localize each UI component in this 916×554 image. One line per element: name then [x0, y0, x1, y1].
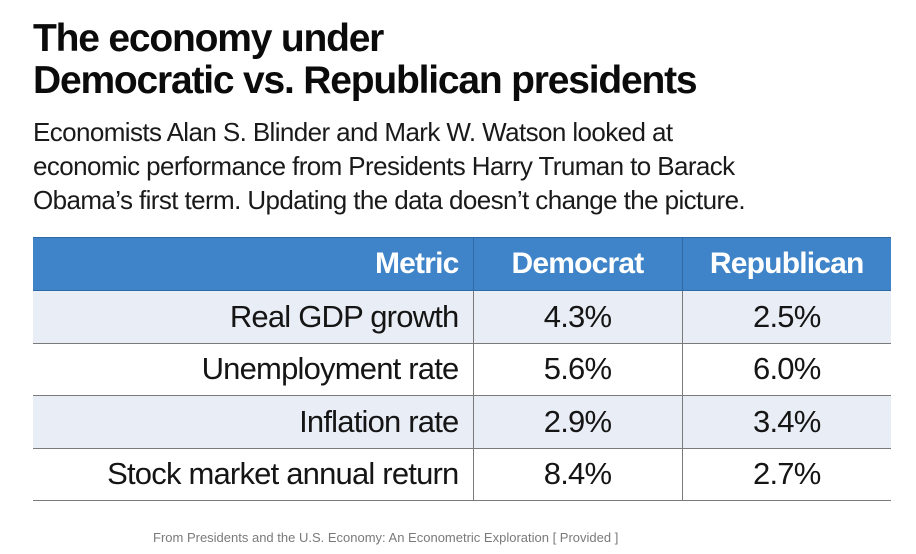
metric-cell: Unemployment rate — [33, 343, 473, 396]
comparison-table: Metric Democrat Republican Real GDP grow… — [33, 237, 891, 501]
subtitle-line-1: Economists Alan S. Blinder and Mark W. W… — [33, 117, 673, 147]
democrat-value: 4.3% — [472, 290, 682, 344]
table-row: Stock market annual return 8.4% 2.7% — [33, 448, 891, 501]
subtitle-line-3: Obama’s first term. Updating the data do… — [33, 185, 746, 215]
metric-cell: Inflation rate — [33, 395, 473, 449]
source-credit: From Presidents and the U.S. Economy: An… — [153, 530, 619, 545]
table-row: Real GDP growth 4.3% 2.5% — [33, 290, 891, 344]
republican-value: 2.5% — [681, 290, 891, 344]
table-row: Unemployment rate 5.6% 6.0% — [33, 343, 891, 396]
title-line-2: Democratic vs. Republican presidents — [33, 59, 698, 102]
metric-cell: Real GDP growth — [33, 290, 473, 344]
title-line-1: The economy under — [33, 17, 384, 60]
table-row: Inflation rate 2.9% 3.4% — [33, 395, 891, 449]
header-democrat: Democrat — [472, 237, 682, 291]
header-republican: Republican — [681, 237, 891, 291]
metric-cell: Stock market annual return — [33, 448, 473, 501]
subtitle-line-2: economic performance from Presidents Har… — [33, 151, 735, 181]
subtitle: Economists Alan S. Blinder and Mark W. W… — [33, 115, 903, 217]
table-header-row: Metric Democrat Republican — [33, 237, 891, 291]
page-title: The economy under Democratic vs. Republi… — [33, 18, 893, 102]
democrat-value: 8.4% — [472, 448, 682, 501]
democrat-value: 5.6% — [472, 343, 682, 396]
republican-value: 3.4% — [681, 395, 891, 449]
header-metric: Metric — [33, 237, 473, 291]
republican-value: 2.7% — [681, 448, 891, 501]
republican-value: 6.0% — [681, 343, 891, 396]
democrat-value: 2.9% — [472, 395, 682, 449]
